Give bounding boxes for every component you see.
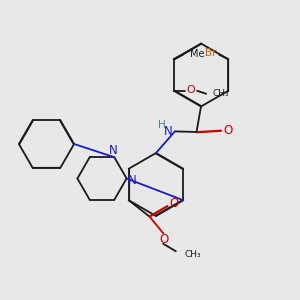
Text: H: H (158, 120, 166, 130)
Text: CH₃: CH₃ (184, 250, 201, 259)
Text: O: O (159, 233, 168, 246)
Text: O: O (187, 85, 196, 95)
Text: N: N (164, 125, 173, 138)
Text: O: O (223, 124, 232, 137)
Text: N: N (128, 173, 137, 187)
Text: Me: Me (190, 49, 205, 59)
Text: N: N (108, 144, 117, 157)
Text: CH₃: CH₃ (213, 89, 229, 98)
Text: O: O (169, 197, 178, 210)
Text: Br: Br (205, 48, 216, 58)
